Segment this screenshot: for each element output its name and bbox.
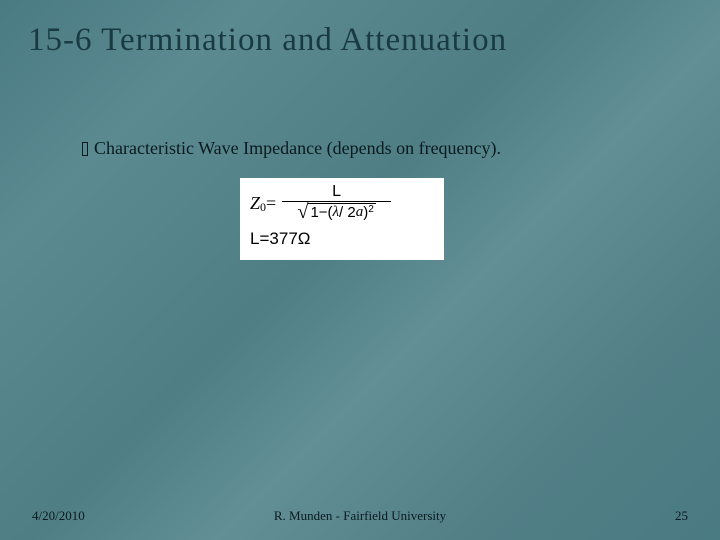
- minus: −: [319, 205, 328, 220]
- denominator: √ 1 − ( λ / 2a )2: [297, 202, 375, 221]
- footer-date: 4/20/2010: [32, 508, 85, 524]
- equals-sign: =: [266, 194, 276, 212]
- exponent-2: 2: [368, 205, 374, 215]
- z-symbol: Z: [250, 194, 260, 212]
- bullet-text: Characteristic Wave Impedance (depends o…: [94, 138, 501, 159]
- footer-page-number: 25: [675, 508, 688, 524]
- square-root: √ 1 − ( λ / 2a )2: [297, 203, 375, 221]
- over-2a: / 2: [339, 205, 356, 220]
- equation-1: Z0 = L √ 1 − ( λ / 2a )2: [250, 184, 434, 221]
- bullet-item: Characteristic Wave Impedance (depends o…: [82, 138, 501, 159]
- slide-title: 15-6 Termination and Attenuation: [28, 22, 507, 59]
- footer: 4/20/2010 R. Munden - Fairfield Universi…: [0, 508, 720, 524]
- one: 1: [310, 205, 318, 220]
- numerator: L: [282, 184, 391, 202]
- radical-icon: √: [297, 203, 308, 221]
- l-symbol: L: [250, 229, 259, 249]
- formula-image: Z0 = L √ 1 − ( λ / 2a )2: [240, 178, 444, 260]
- equation-2: L = 377 Ω: [250, 229, 434, 249]
- value-377: 377: [269, 229, 297, 249]
- bullet-icon: [82, 142, 88, 156]
- footer-author: R. Munden - Fairfield University: [274, 508, 446, 524]
- ohm-symbol: Ω: [298, 229, 311, 249]
- a-var: a: [356, 205, 364, 220]
- radicand: 1 − ( λ / 2a )2: [308, 203, 375, 221]
- slide: 15-6 Termination and Attenuation Charact…: [0, 0, 720, 540]
- z-subscript: 0: [260, 201, 266, 213]
- fraction: L √ 1 − ( λ / 2a )2: [282, 184, 391, 221]
- equals-2: =: [259, 229, 269, 249]
